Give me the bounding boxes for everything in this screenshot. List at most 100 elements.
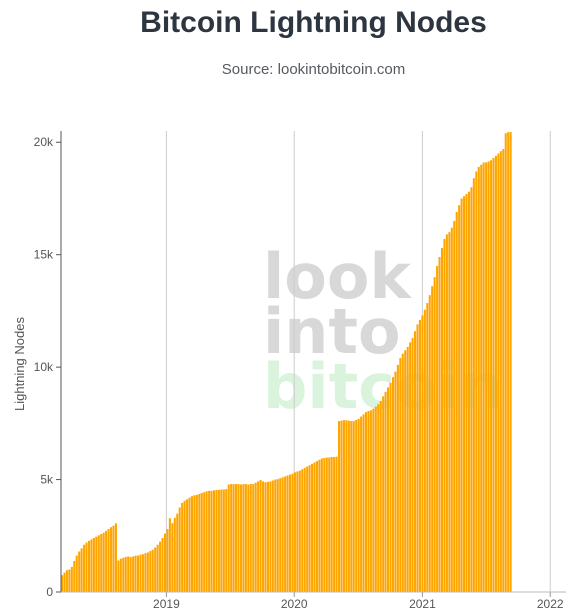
bar [205,491,208,592]
bar [291,473,294,592]
bar [222,489,225,592]
bar [252,484,255,592]
bar [372,408,375,592]
bar [159,541,162,592]
bar [247,484,250,592]
bar [338,421,341,592]
bar [154,547,157,592]
bar [369,410,372,592]
bar [181,502,184,592]
bar [301,469,304,592]
x-tick-label: 2022 [537,597,564,611]
bar [315,461,318,592]
bar [102,532,105,592]
bar [404,350,407,592]
bar [215,489,218,592]
bar [480,164,483,593]
x-axis-ticks: 2019 2020 2021 2022 [153,592,564,611]
bar [453,220,456,592]
bar [367,410,370,592]
bar [281,477,284,592]
bar [497,153,500,593]
bar [190,496,193,592]
bar [320,458,323,592]
bar [208,490,211,592]
bar [156,544,159,592]
bar [220,489,223,592]
bar [414,331,417,592]
bar [237,484,240,592]
bar [431,286,434,592]
bar [92,538,95,592]
bar [306,466,309,592]
bar [110,527,113,592]
bar [90,539,93,592]
bar [485,162,488,593]
bar [391,377,394,592]
bar [139,554,142,592]
bar [460,198,463,592]
y-tick-label: 15k [34,248,54,262]
bar [389,382,392,592]
bar [347,420,350,592]
bar [509,132,512,592]
bar [350,421,353,592]
bar [127,556,130,592]
bar [482,162,485,593]
bar [151,549,154,592]
bar-series [61,132,512,593]
bar [134,555,137,592]
bar [504,133,507,592]
bar [394,371,397,592]
bar [114,523,117,592]
watermark-line1: look [263,240,412,313]
bar [141,554,144,592]
y-tick-label: 20k [34,135,54,149]
bar [119,558,122,592]
bar [254,482,257,592]
bar [163,533,167,592]
bar [178,507,181,592]
bar [379,400,382,592]
bar [487,161,490,593]
bar [166,529,169,592]
bar [355,419,358,592]
bar [85,542,88,592]
bar [298,470,301,592]
bar [161,538,164,592]
bar [259,480,262,592]
bar [186,499,189,592]
x-tick-label: 2019 [153,597,180,611]
bar [325,457,328,592]
bar [418,319,421,592]
bar [492,157,495,593]
y-tick-label: 0 [46,585,53,599]
bar [352,421,355,592]
bar [467,191,470,592]
bar [421,315,424,592]
chart-title: Bitcoin Lightning Nodes [140,6,487,39]
bar [340,420,343,592]
bar [171,523,174,592]
bar [445,234,448,592]
bar [203,492,206,592]
bar [242,484,245,592]
bar [200,493,203,592]
bar [335,456,338,592]
bar [173,517,176,592]
bar [426,303,429,592]
bar [266,481,269,592]
bar [475,171,478,593]
axes [60,131,566,593]
bar [450,227,453,592]
bar [288,474,292,592]
bar [357,418,360,592]
bar [428,295,431,592]
bar [416,324,419,592]
bar [490,160,493,593]
bar [279,478,282,592]
bar [95,536,98,592]
x-tick-label: 2020 [281,597,308,611]
bar [318,459,321,592]
